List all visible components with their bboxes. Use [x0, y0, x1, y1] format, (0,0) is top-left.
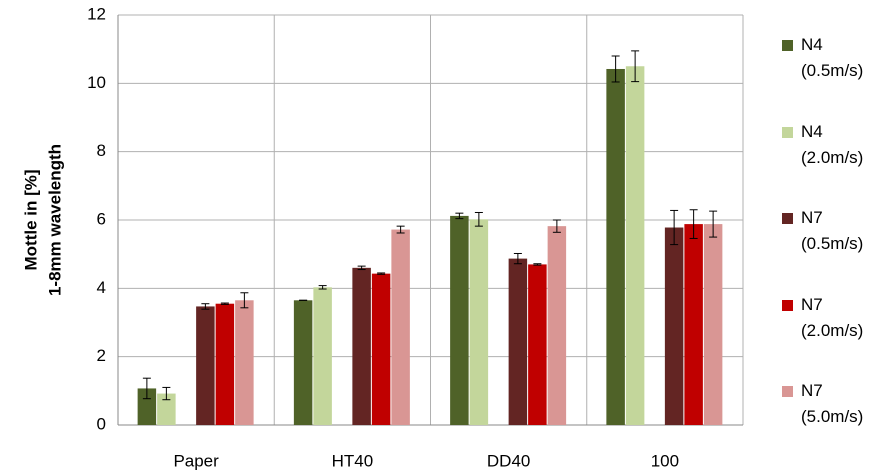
- legend-swatch: [782, 40, 793, 51]
- bar: [137, 388, 157, 425]
- y-tick-label: 10: [87, 73, 106, 92]
- bar: [313, 287, 332, 425]
- legend-label: N7 (2.0m/s): [801, 294, 864, 340]
- y-tick-label: 0: [97, 414, 106, 433]
- legend-item: N7 (5.0m/s): [782, 378, 882, 430]
- error-bar: [689, 209, 698, 239]
- y-axis-label: Mottle in [%]: [21, 169, 40, 270]
- bar: [352, 267, 371, 425]
- legend-item: N4 (0.5m/s): [782, 32, 882, 84]
- legend-swatch: [782, 213, 793, 224]
- error-bar: [377, 272, 386, 275]
- bar: [196, 306, 215, 425]
- bar: [547, 226, 567, 425]
- legend-label: N7 (0.5m/s): [801, 208, 864, 253]
- error-bar: [670, 209, 679, 246]
- bar: [625, 66, 645, 425]
- bar: [684, 224, 703, 425]
- legend-label: N4 (2.0m/s): [801, 121, 864, 167]
- error-bar: [162, 386, 171, 401]
- error-bar: [709, 210, 718, 238]
- legend-label: N4 (0.5m/s): [801, 35, 864, 80]
- bar: [703, 224, 723, 425]
- error-bar: [240, 292, 249, 309]
- bar: [293, 300, 313, 425]
- error-bar: [611, 55, 620, 83]
- error-bar: [220, 302, 229, 305]
- bar: [469, 219, 489, 425]
- error-bar: [455, 212, 464, 220]
- error-bar: [318, 285, 327, 290]
- x-tick-label: DD40: [487, 451, 530, 470]
- bar: [528, 264, 547, 425]
- error-bar: [474, 211, 483, 227]
- error-bar: [142, 377, 151, 400]
- legend-label: N7 (5.0m/s): [801, 381, 864, 426]
- x-tick-label: Paper: [173, 451, 219, 470]
- legend-item: N4 (2.0m/s): [782, 119, 882, 171]
- bar: [235, 300, 254, 425]
- legend-swatch: [782, 386, 793, 397]
- x-tick-label: 100: [651, 451, 679, 470]
- error-bar: [201, 303, 210, 310]
- y-tick-label: 6: [97, 209, 106, 228]
- bar: [664, 227, 684, 425]
- error-bar: [513, 252, 522, 265]
- error-bar: [396, 225, 405, 234]
- bar: [391, 229, 410, 425]
- y-axis-label: 1-8mm wavelength: [45, 144, 64, 296]
- x-tick-label: HT40: [332, 451, 374, 470]
- legend-item: N7 (0.5m/s): [782, 205, 882, 257]
- bar: [215, 303, 235, 425]
- error-bar: [552, 219, 561, 233]
- error-bar: [631, 50, 640, 83]
- bar: [371, 273, 391, 425]
- legend-swatch: [782, 299, 793, 311]
- bar: [606, 68, 625, 425]
- y-tick-label: 8: [97, 141, 106, 160]
- y-tick-label: 2: [97, 346, 106, 365]
- legend-swatch: [782, 126, 793, 138]
- bar: [450, 215, 469, 425]
- y-tick-label: 4: [97, 278, 106, 297]
- legend-item: N7 (2.0m/s): [782, 292, 882, 344]
- bar: [157, 393, 176, 425]
- error-bar: [533, 263, 542, 266]
- bar: [508, 258, 528, 425]
- y-tick-label: 12: [87, 4, 106, 23]
- error-bar: [357, 265, 366, 271]
